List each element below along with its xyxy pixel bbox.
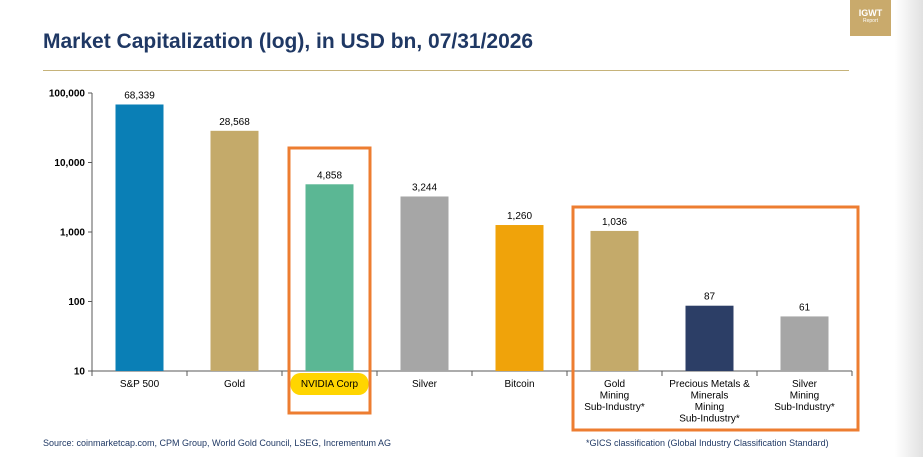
y-tick-label: 10,000 [54,158,85,169]
data-label: 61 [799,302,811,313]
x-tick-label: Silver [412,379,438,390]
bar [115,104,164,371]
data-label: 4,858 [317,170,342,181]
y-tick-label: 1,000 [60,228,85,239]
data-label: 3,244 [412,182,437,193]
x-tick-label: Silver Mining Sub-Industry* [774,379,835,413]
logo-subtext: Report [862,18,878,24]
category-label-highlight [290,373,369,395]
y-tick-label: 100,000 [49,89,86,100]
highlight-box [287,146,372,415]
bar [685,305,734,371]
data-label: 28,568 [219,117,250,128]
chart-title: Market Capitalization (log), in USD bn, … [43,30,534,53]
x-tick-label: Precious Metals & Minerals Mining Sub-Indus… [669,379,750,425]
title-divider [43,70,849,71]
gics-footnote: *GICS classification (Global Industry Cl… [586,438,829,448]
igwt-logo: IGWT Report [850,0,891,36]
bar [590,230,639,371]
y-tick-label: 100 [68,297,85,308]
data-label: 87 [704,292,716,303]
bar [210,130,259,371]
x-tick-label: S&P 500 [120,379,160,390]
logo-text: IGWT [858,8,883,18]
x-tick-label: NVIDIA Corp [301,379,359,390]
x-tick-label: Bitcoin [504,379,534,390]
bar [495,225,544,371]
x-tick-label: Gold [224,379,245,390]
x-tick-label: Gold Mining Sub-Industry* [584,379,645,413]
data-label: 68,339 [124,90,155,101]
bar [400,196,449,371]
source-note: Source: coinmarketcap.com, CPM Group, Wo… [43,438,391,448]
bar [780,316,829,371]
bar [305,184,354,371]
highlight-box [571,205,860,432]
data-label: 1,036 [602,217,627,228]
page-edge-shadow [895,0,923,457]
data-label: 1,260 [507,211,532,222]
y-tick-label: 10 [74,367,86,378]
